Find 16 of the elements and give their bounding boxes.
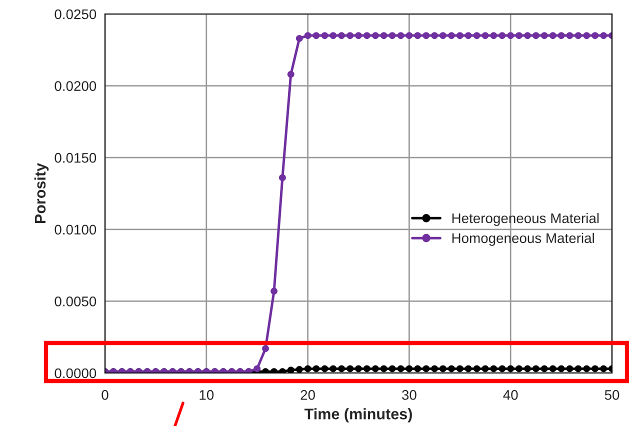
y-tick-label: 0.0150 — [54, 152, 96, 163]
x-tick-label: 20 — [300, 390, 315, 400]
x-tick-label: 40 — [503, 390, 518, 400]
y-tick-label: 0.0050 — [54, 296, 96, 306]
y-tick-label: 0.0250 — [54, 9, 96, 20]
y-tick-label: 0.0200 — [54, 81, 96, 91]
legend-label: Heterogeneous Material — [452, 212, 599, 226]
x-tick-label: 10 — [200, 390, 214, 400]
x-tick-label: 50 — [604, 390, 620, 400]
legend-label: Homogeneous Material — [452, 232, 594, 246]
y-tick-label: 0.0100 — [54, 224, 96, 235]
x-tick-label: 30 — [402, 390, 416, 400]
y-tick-label: 0.0000 — [54, 368, 96, 378]
y-axis-title: Porosity — [34, 163, 49, 224]
x-axis-title: Time (minutes) — [304, 408, 412, 422]
x-tick-label: 0 — [102, 390, 108, 400]
